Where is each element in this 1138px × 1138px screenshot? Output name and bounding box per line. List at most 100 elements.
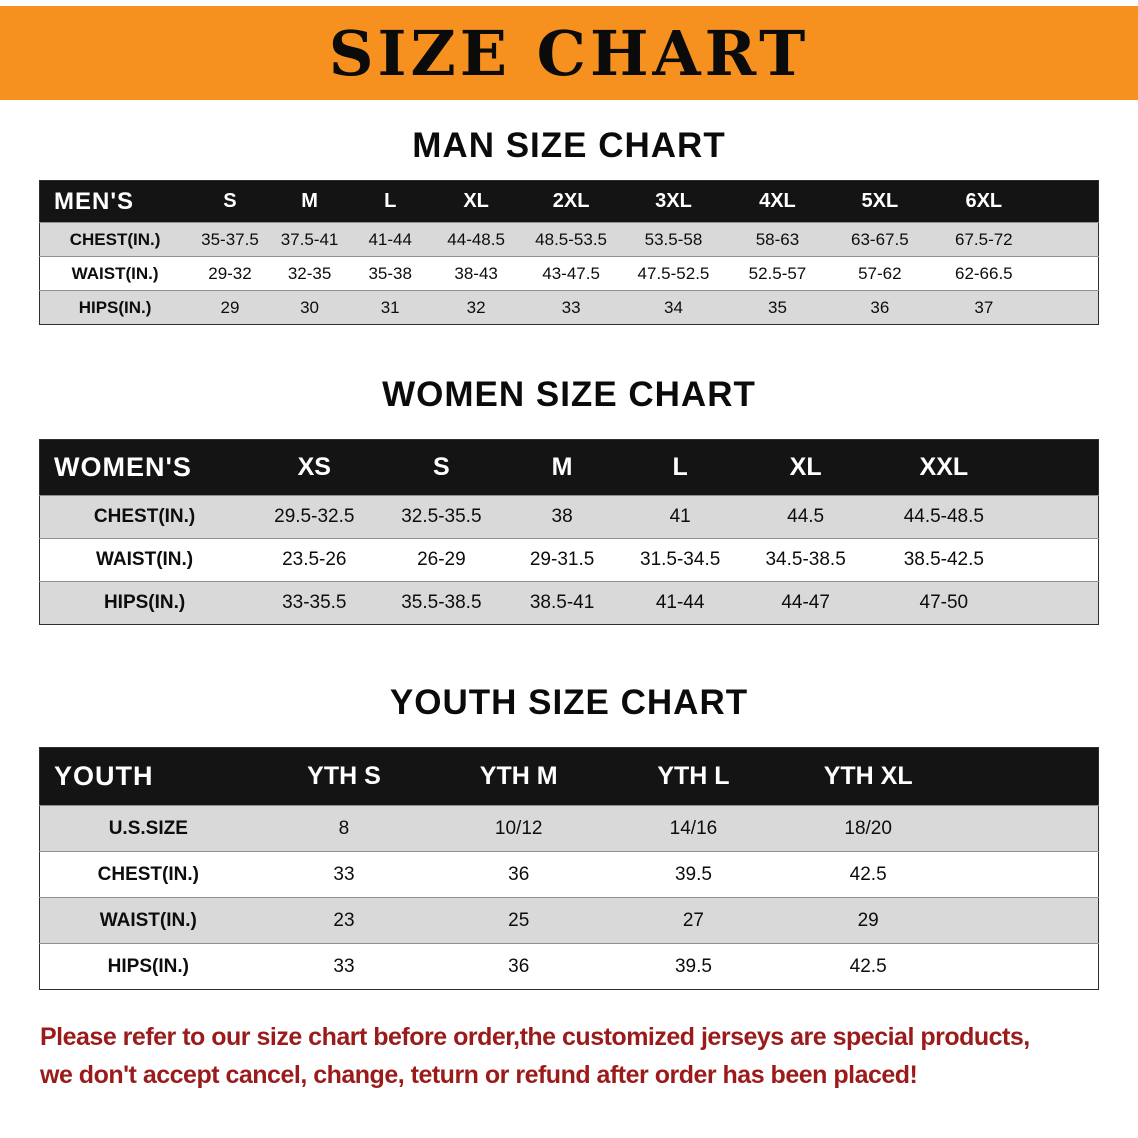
filler-cell <box>955 851 1099 898</box>
measurement-value-cell: 34 <box>620 290 726 325</box>
filler-cell <box>955 805 1099 852</box>
table-header-row: WOMEN'S XS S M L XL XXL <box>39 439 1099 496</box>
measurement-value-cell: 53.5-58 <box>620 222 726 257</box>
measurement-value-cell: 18/20 <box>780 805 956 852</box>
size-column-header: YTH XL <box>780 747 956 806</box>
measurement-value-cell: 23 <box>256 897 432 944</box>
table-corner-label: YOUTH <box>39 747 257 806</box>
filler-cell <box>955 897 1099 944</box>
mens-section: MAN SIZE CHART MEN'S S M L XL 2XL 3XL 4XL 5XL 6XL… <box>0 126 1138 325</box>
measurement-value-cell: 44.5 <box>739 495 872 539</box>
measurement-value-cell: 25 <box>431 897 607 944</box>
size-chart-page: SIZE CHART MAN SIZE CHART MEN'S S M L XL 2XL 3… <box>0 6 1138 1094</box>
measurement-value-cell: 37 <box>930 290 1037 325</box>
size-column-header: YTH M <box>431 747 607 806</box>
size-column-header: S <box>379 439 504 496</box>
measurement-value-cell: 47-50 <box>871 581 1016 625</box>
measurement-value-cell: 37.5-41 <box>269 222 350 257</box>
size-column-header: L <box>349 180 432 223</box>
filler-cell <box>1036 290 1099 325</box>
measurement-value-cell: 35.5-38.5 <box>379 581 504 625</box>
measurement-row: HIPS(IN.) 33-35.5 35.5-38.5 38.5-41 41-44 44-… <box>39 581 1099 625</box>
measurement-label-cell: WAIST(IN.) <box>39 256 191 291</box>
size-column-header: M <box>503 439 621 496</box>
youth-section-title: YOUTH SIZE CHART <box>389 683 749 722</box>
size-column-header: L <box>620 439 740 496</box>
size-column-header: 4XL <box>725 180 829 223</box>
measurement-row: CHEST(IN.) 35-37.5 37.5-41 41-44 44-48.5 48.5… <box>39 222 1099 257</box>
measurement-row: WAIST(IN.) 23 25 27 29 <box>39 897 1099 944</box>
table-header-row: MEN'S S M L XL 2XL 3XL 4XL 5XL 6XL <box>39 180 1099 223</box>
womens-section-title: WOMEN SIZE CHART <box>382 375 756 414</box>
measurement-value-cell: 32 <box>431 290 522 325</box>
measurement-row: HIPS(IN.) 33 36 39.5 42.5 <box>39 943 1099 990</box>
notice-line-2: we don't accept cancel, change, teturn o… <box>40 1061 918 1089</box>
measurement-label-cell: WAIST(IN.) <box>39 538 250 582</box>
mens-section-title: MAN SIZE CHART <box>412 126 726 165</box>
measurement-value-cell: 29-31.5 <box>503 538 621 582</box>
measurement-value-cell: 29 <box>190 290 270 325</box>
measurement-value-cell: 35-38 <box>349 256 432 291</box>
size-column-header: XL <box>739 439 872 496</box>
size-column-header: M <box>269 180 350 223</box>
measurement-value-cell: 41 <box>620 495 740 539</box>
measurement-value-cell: 57-62 <box>828 256 931 291</box>
banner: SIZE CHART <box>0 6 1138 100</box>
filler-cell <box>955 747 1099 806</box>
measurement-value-cell: 29 <box>780 897 956 944</box>
measurement-label-cell: WAIST(IN.) <box>39 897 257 944</box>
measurement-label-cell: HIPS(IN.) <box>39 581 250 625</box>
measurement-row: CHEST(IN.) 29.5-32.5 32.5-35.5 38 41 44.5 44.5… <box>39 495 1099 539</box>
measurement-value-cell: 35-37.5 <box>190 222 270 257</box>
womens-section: WOMEN SIZE CHART WOMEN'S XS S M L XL XXL CHEST(… <box>0 375 1138 625</box>
measurement-value-cell: 33 <box>521 290 621 325</box>
size-column-header: YTH L <box>606 747 781 806</box>
womens-size-table: WOMEN'S XS S M L XL XXL CHEST(IN.) 29.5-32.5 32.5… <box>39 439 1099 625</box>
size-column-header: 2XL <box>521 180 621 223</box>
size-column-header: XL <box>431 180 522 223</box>
mens-size-table: MEN'S S M L XL 2XL 3XL 4XL 5XL 6XL CHEST(IN.) 35-37… <box>39 180 1099 325</box>
filler-cell <box>1015 581 1099 625</box>
measurement-label-cell: U.S.SIZE <box>39 805 257 852</box>
measurement-label-cell: CHEST(IN.) <box>39 851 257 898</box>
filler-cell <box>1036 180 1099 223</box>
measurement-value-cell: 34.5-38.5 <box>739 538 872 582</box>
measurement-value-cell: 62-66.5 <box>930 256 1037 291</box>
size-column-header: YTH S <box>256 747 432 806</box>
filler-cell <box>955 943 1099 990</box>
page-title: SIZE CHART <box>328 16 810 90</box>
measurement-value-cell: 32.5-35.5 <box>379 495 504 539</box>
youth-section: YOUTH SIZE CHART YOUTH YTH S YTH M YTH L YTH… <box>0 683 1138 990</box>
measurement-value-cell: 52.5-57 <box>725 256 829 291</box>
measurement-value-cell: 33-35.5 <box>249 581 380 625</box>
measurement-value-cell: 43-47.5 <box>521 256 621 291</box>
measurement-value-cell: 63-67.5 <box>828 222 931 257</box>
footer-notice: Please refer to our size chart before or… <box>40 1018 1118 1094</box>
measurement-value-cell: 10/12 <box>431 805 607 852</box>
measurement-value-cell: 29-32 <box>190 256 270 291</box>
measurement-value-cell: 41-44 <box>349 222 432 257</box>
filler-cell <box>1015 439 1099 496</box>
measurement-value-cell: 23.5-26 <box>249 538 380 582</box>
measurement-row: WAIST(IN.) 23.5-26 26-29 29-31.5 31.5-34.5 34… <box>39 538 1099 582</box>
size-column-header: 3XL <box>620 180 726 223</box>
size-column-header: 5XL <box>828 180 931 223</box>
measurement-value-cell: 44-48.5 <box>431 222 522 257</box>
filler-cell <box>1015 495 1099 539</box>
table-header-row: YOUTH YTH S YTH M YTH L YTH XL <box>39 747 1099 806</box>
measurement-value-cell: 36 <box>431 943 607 990</box>
size-column-header: S <box>190 180 270 223</box>
measurement-value-cell: 30 <box>269 290 350 325</box>
measurement-value-cell: 26-29 <box>379 538 504 582</box>
measurement-value-cell: 38-43 <box>431 256 522 291</box>
measurement-value-cell: 29.5-32.5 <box>249 495 380 539</box>
measurement-value-cell: 38.5-41 <box>503 581 621 625</box>
measurement-value-cell: 67.5-72 <box>930 222 1037 257</box>
measurement-row: WAIST(IN.) 29-32 32-35 35-38 38-43 43-47.5 47.… <box>39 256 1099 291</box>
measurement-value-cell: 33 <box>256 943 432 990</box>
measurement-value-cell: 47.5-52.5 <box>620 256 726 291</box>
measurement-label-cell: CHEST(IN.) <box>39 495 250 539</box>
measurement-value-cell: 41-44 <box>620 581 740 625</box>
measurement-label-cell: HIPS(IN.) <box>39 290 191 325</box>
measurement-value-cell: 58-63 <box>725 222 829 257</box>
